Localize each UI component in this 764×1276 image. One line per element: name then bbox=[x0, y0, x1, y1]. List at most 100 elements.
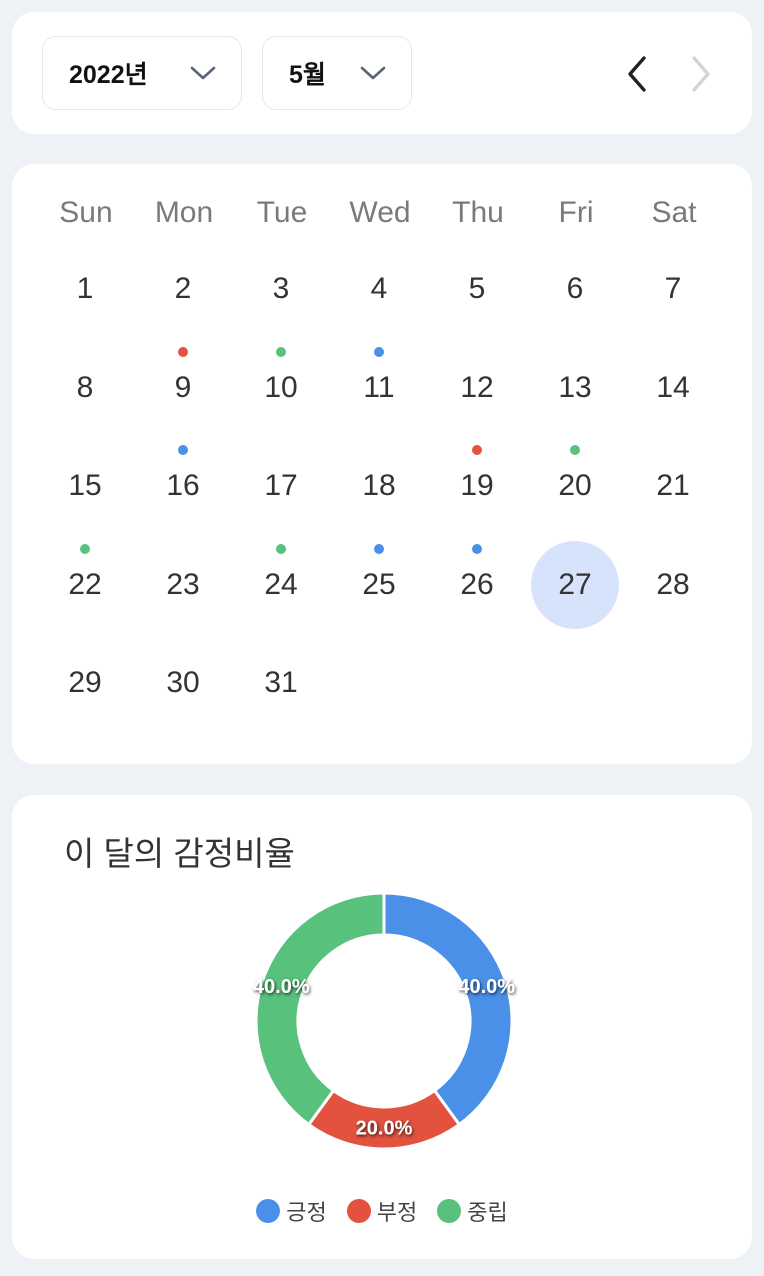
year-select[interactable]: 2022년 bbox=[42, 36, 242, 110]
year-select-value: 2022년 bbox=[69, 61, 148, 89]
slice-value-label: 40.0% bbox=[253, 976, 310, 998]
day-number: 30 bbox=[166, 666, 200, 699]
day-number: 11 bbox=[363, 370, 395, 404]
calendar-day-21[interactable]: 21 bbox=[624, 437, 722, 535]
mood-dot-neutral bbox=[570, 445, 580, 455]
calendar-day-27[interactable]: 27 bbox=[526, 536, 624, 634]
calendar-day-6[interactable]: 6 bbox=[526, 240, 624, 338]
calendar-day-10[interactable]: 10 bbox=[232, 339, 330, 437]
legend-item[interactable]: 부정 bbox=[346, 1195, 418, 1227]
calendar-day-4[interactable]: 4 bbox=[330, 240, 428, 338]
calendar-day-15[interactable]: 15 bbox=[36, 437, 134, 535]
calendar-day-31[interactable]: 31 bbox=[232, 634, 330, 732]
weekday-fri: Fri bbox=[558, 196, 594, 229]
calendar-day-23[interactable]: 23 bbox=[134, 536, 232, 634]
calendar-day-30[interactable]: 30 bbox=[134, 634, 232, 732]
mood-dot-negative bbox=[472, 445, 482, 455]
legend-item[interactable]: 긍정 bbox=[256, 1195, 327, 1227]
calendar-day-25[interactable]: 25 bbox=[330, 536, 428, 634]
legend-swatch bbox=[437, 1199, 462, 1223]
day-number: 21 bbox=[656, 469, 690, 502]
day-number: 15 bbox=[68, 469, 102, 502]
day-number: 22 bbox=[68, 567, 102, 601]
calendar-day-14[interactable]: 14 bbox=[624, 339, 722, 437]
mood-dot-negative bbox=[178, 346, 188, 357]
mood-dot-neutral bbox=[80, 543, 90, 554]
slice-value-label: 20.0% bbox=[356, 1117, 413, 1139]
day-number: 27 bbox=[558, 567, 592, 601]
calendar-day-7[interactable]: 7 bbox=[624, 240, 722, 338]
chevron-right-icon bbox=[692, 56, 710, 92]
legend-label: 부정 bbox=[376, 1200, 418, 1225]
day-number: 8 bbox=[76, 370, 94, 404]
calendar-day-9[interactable]: 9 bbox=[134, 339, 232, 437]
day-number: 24 bbox=[264, 567, 298, 601]
donut-slice-3[interactable] bbox=[254, 891, 386, 1127]
calendar-day-1[interactable]: 1 bbox=[36, 240, 134, 338]
emotion-ratio-card: 이 달의 감정비율 40.0% 20.0% 40.0% 긍정 부정 중립 bbox=[12, 795, 752, 1259]
donut-chart: 40.0% 20.0% 40.0% bbox=[253, 891, 515, 1151]
day-number: 20 bbox=[558, 469, 592, 502]
day-number: 6 bbox=[566, 272, 584, 305]
legend-label: 긍정 bbox=[286, 1200, 327, 1225]
calendar-day-26[interactable]: 26 bbox=[428, 536, 526, 634]
day-number: 1 bbox=[76, 272, 94, 305]
mood-dot-neutral bbox=[276, 543, 286, 554]
calendar-day-20[interactable]: 20 bbox=[526, 437, 624, 535]
day-number: 29 bbox=[68, 666, 102, 699]
calendar-day-29[interactable]: 29 bbox=[36, 634, 134, 732]
chart-legend: 긍정 부정 중립 bbox=[12, 1195, 752, 1227]
mood-dot-positive bbox=[374, 346, 384, 357]
day-number: 19 bbox=[460, 469, 494, 502]
day-number: 23 bbox=[166, 567, 200, 601]
slice-value-label: 40.0% bbox=[458, 976, 515, 998]
calendar-day-19[interactable]: 19 bbox=[428, 437, 526, 535]
date-selector-card: 2022년 5월 bbox=[12, 12, 752, 134]
chevron-left-icon bbox=[628, 56, 646, 92]
calendar-day-3[interactable]: 3 bbox=[232, 240, 330, 338]
weekday-sat: Sat bbox=[651, 196, 697, 229]
day-number: 10 bbox=[264, 370, 298, 404]
calendar-day-5[interactable]: 5 bbox=[428, 240, 526, 338]
legend-swatch bbox=[346, 1199, 371, 1223]
month-select[interactable]: 5월 bbox=[262, 36, 412, 110]
day-number: 9 bbox=[174, 370, 192, 404]
calendar-card: Sun Mon Tue Wed Thu Fri Sat 1 2 3 4 5 6 7 8 9 10 11 12 13 1… bbox=[12, 164, 752, 764]
calendar-day-17[interactable]: 17 bbox=[232, 437, 330, 535]
day-number: 12 bbox=[460, 370, 494, 404]
mood-dot-positive bbox=[178, 445, 188, 455]
weekday-tue: Tue bbox=[256, 196, 308, 229]
weekday-wed: Wed bbox=[349, 196, 411, 229]
calendar-day-28[interactable]: 28 bbox=[624, 536, 722, 634]
mood-dot-positive bbox=[472, 543, 482, 554]
prev-month-button[interactable] bbox=[618, 52, 658, 96]
calendar-day-22[interactable]: 22 bbox=[36, 536, 134, 634]
month-select-value: 5월 bbox=[289, 61, 326, 89]
day-number: 13 bbox=[558, 370, 592, 404]
weekday-mon: Mon bbox=[154, 196, 214, 229]
calendar-day-2[interactable]: 2 bbox=[134, 240, 232, 338]
day-number: 18 bbox=[362, 469, 396, 502]
day-number: 7 bbox=[664, 272, 682, 305]
day-number: 25 bbox=[362, 567, 396, 601]
weekday-sun: Sun bbox=[59, 196, 113, 229]
donut-slice-1[interactable] bbox=[382, 891, 514, 1127]
legend-swatch bbox=[256, 1199, 281, 1223]
calendar-day-12[interactable]: 12 bbox=[428, 339, 526, 437]
mood-dot-positive bbox=[374, 543, 384, 554]
day-number: 14 bbox=[656, 370, 690, 404]
day-number: 31 bbox=[264, 666, 298, 699]
legend-label: 중립 bbox=[467, 1200, 508, 1225]
next-month-button[interactable] bbox=[680, 52, 720, 96]
day-number: 28 bbox=[656, 567, 690, 601]
calendar-day-18[interactable]: 18 bbox=[330, 437, 428, 535]
chevron-down-icon bbox=[360, 66, 386, 80]
calendar-day-16[interactable]: 16 bbox=[134, 437, 232, 535]
calendar-day-24[interactable]: 24 bbox=[232, 536, 330, 634]
calendar-day-8[interactable]: 8 bbox=[36, 339, 134, 437]
day-number: 4 bbox=[370, 272, 388, 305]
calendar-day-13[interactable]: 13 bbox=[526, 339, 624, 437]
day-number: 17 bbox=[264, 469, 298, 502]
legend-item[interactable]: 중립 bbox=[437, 1195, 508, 1227]
calendar-day-11[interactable]: 11 bbox=[330, 339, 428, 437]
